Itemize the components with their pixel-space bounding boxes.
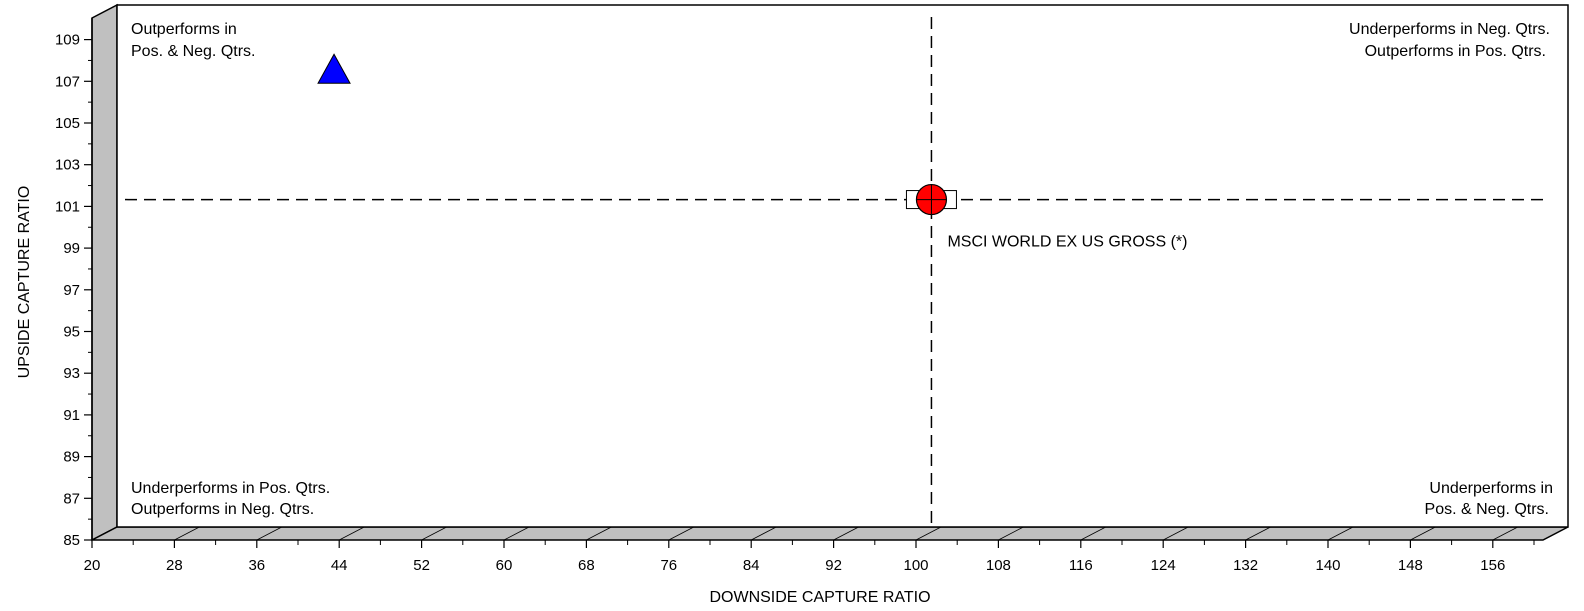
x-tick-label: 156 bbox=[1480, 557, 1505, 574]
y-tick-label: 107 bbox=[55, 73, 80, 90]
x-tick-label: 44 bbox=[331, 557, 348, 574]
y-tick-label: 85 bbox=[63, 532, 80, 549]
quadrant-top-right-line2: Outperforms in Pos. Qtrs. bbox=[1365, 43, 1546, 60]
y-axis-ticks: 85 87 89 91 93 95 97 99 101 103 105 107 109 bbox=[55, 18, 93, 549]
x-tick-floor-line bbox=[91, 526, 118, 541]
y-tick-label: 89 bbox=[63, 449, 80, 466]
x-tick-floor-line bbox=[421, 526, 447, 541]
x-tick-floor-line bbox=[174, 526, 200, 541]
plot-area bbox=[116, 4, 1569, 528]
x-tick-label: 132 bbox=[1233, 557, 1258, 574]
y-tick-label: 101 bbox=[55, 198, 80, 215]
quadrant-bottom-left-line2: Outperforms in Neg. Qtrs. bbox=[131, 501, 314, 518]
x-tick-floor-line bbox=[586, 526, 612, 541]
x-tick-label: 28 bbox=[166, 557, 183, 574]
x-tick-floor-line bbox=[503, 526, 530, 541]
x-tick-label: 36 bbox=[248, 557, 265, 574]
left-wall bbox=[91, 3, 118, 542]
y-tick-label: 87 bbox=[63, 490, 80, 507]
x-tick-label: 148 bbox=[1398, 557, 1423, 574]
x-tick-floor-line bbox=[339, 526, 365, 541]
x-tick-label: 116 bbox=[1069, 557, 1093, 574]
y-axis-title: UPSIDE CAPTURE RATIO bbox=[16, 186, 33, 379]
x-tick-label: 20 bbox=[84, 557, 101, 574]
x-tick-label: 108 bbox=[986, 557, 1011, 574]
x-tick-floor-line bbox=[1163, 526, 1189, 541]
x-tick-floor-line bbox=[998, 526, 1024, 541]
quadrant-bottom-left-line1: Underperforms in Pos. Qtrs. bbox=[131, 480, 330, 497]
x-tick-label: 60 bbox=[496, 557, 513, 574]
y-tick-label: 105 bbox=[55, 115, 80, 132]
x-tick-label: 52 bbox=[413, 557, 430, 574]
x-tick-floor-line bbox=[833, 526, 859, 541]
y-tick-label: 99 bbox=[63, 240, 80, 257]
y-tick-label: 109 bbox=[55, 32, 80, 49]
x-tick-label: 140 bbox=[1315, 557, 1340, 574]
y-tick-label: 91 bbox=[63, 407, 80, 424]
x-tick-label: 76 bbox=[660, 557, 677, 574]
x-axis-ticks: 20 28 36 44 52 60 68 76 84 92 100 108 116 124 132 140 14… bbox=[84, 526, 1535, 574]
x-tick-floor-line bbox=[1327, 526, 1354, 541]
y-tick-label: 95 bbox=[63, 324, 80, 341]
quadrant-bottom-right-line2: Pos. & Neg. Qtrs. bbox=[1425, 501, 1549, 518]
x-tick-floor-line bbox=[915, 526, 942, 541]
x-tick-floor-line bbox=[256, 526, 282, 541]
data-point-label: MSCI WORLD EX US GROSS (*) bbox=[947, 234, 1187, 251]
floor bbox=[91, 526, 1569, 541]
x-tick-label: 124 bbox=[1151, 557, 1176, 574]
x-tick-label: 68 bbox=[578, 557, 595, 574]
quadrant-top-right-line1: Underperforms in Neg. Qtrs. bbox=[1349, 21, 1550, 38]
x-tick-floor-line bbox=[1492, 526, 1518, 541]
y-tick-label: 103 bbox=[55, 157, 80, 174]
x-tick-floor-line bbox=[1410, 526, 1436, 541]
x-tick-floor-line bbox=[1080, 526, 1106, 541]
data-points: MSCI WORLD EX US GROSS (*) bbox=[317, 53, 1187, 251]
y-tick-label: 97 bbox=[63, 282, 80, 299]
quadrant-top-left-line2: Pos. & Neg. Qtrs. bbox=[131, 43, 255, 60]
x-tick-label: 92 bbox=[825, 557, 842, 574]
quadrant-top-left-line1: Outperforms in bbox=[131, 21, 237, 38]
quadrant-bottom-right-line1: Underperforms in bbox=[1429, 480, 1553, 497]
x-tick-floor-line bbox=[668, 526, 694, 541]
x-tick-label: 100 bbox=[903, 557, 928, 574]
x-tick-floor-line bbox=[1245, 526, 1271, 541]
data-point-triangle bbox=[317, 53, 351, 84]
x-axis-title: DOWNSIDE CAPTURE RATIO bbox=[709, 589, 930, 606]
x-tick-floor-line bbox=[751, 526, 777, 541]
y-tick-label: 93 bbox=[63, 365, 80, 382]
x-tick-label: 84 bbox=[743, 557, 760, 574]
